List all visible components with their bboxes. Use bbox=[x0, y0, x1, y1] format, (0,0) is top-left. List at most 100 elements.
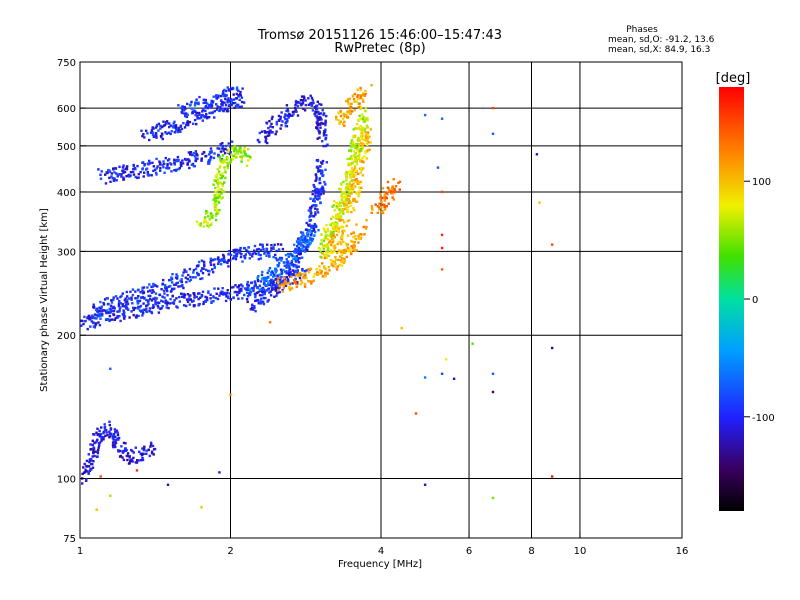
data-point bbox=[336, 242, 339, 246]
data-point bbox=[235, 88, 239, 91]
data-point bbox=[291, 114, 294, 117]
data-point bbox=[200, 157, 203, 160]
data-point bbox=[121, 312, 124, 316]
data-point bbox=[181, 111, 184, 115]
data-point bbox=[155, 171, 158, 174]
data-point bbox=[285, 266, 288, 269]
data-point bbox=[147, 163, 150, 166]
data-point bbox=[286, 118, 289, 121]
data-point bbox=[128, 461, 131, 465]
data-point bbox=[285, 104, 289, 107]
data-point bbox=[357, 106, 360, 109]
data-point bbox=[358, 151, 361, 155]
data-point bbox=[262, 248, 265, 251]
data-point bbox=[221, 161, 225, 165]
data-point bbox=[148, 289, 152, 292]
data-point bbox=[334, 265, 338, 268]
data-point bbox=[307, 209, 310, 212]
data-point bbox=[227, 97, 230, 100]
data-point bbox=[196, 271, 199, 275]
data-point bbox=[98, 435, 101, 438]
data-point bbox=[198, 223, 201, 226]
data-point bbox=[330, 261, 333, 265]
data-point bbox=[366, 137, 370, 140]
data-point bbox=[81, 472, 84, 476]
data-point bbox=[266, 134, 269, 137]
data-point bbox=[277, 288, 280, 292]
data-point bbox=[206, 224, 209, 227]
data-point bbox=[221, 147, 224, 150]
data-point bbox=[304, 99, 307, 102]
data-point bbox=[358, 138, 361, 141]
data-point bbox=[162, 120, 165, 123]
data-point bbox=[267, 126, 270, 130]
data-point bbox=[268, 255, 271, 258]
data-point bbox=[190, 107, 194, 110]
data-point bbox=[303, 285, 307, 288]
data-point bbox=[179, 161, 182, 164]
data-point bbox=[158, 160, 161, 163]
data-point bbox=[310, 226, 313, 229]
data-point bbox=[314, 211, 317, 214]
data-point bbox=[169, 290, 173, 293]
data-point bbox=[183, 109, 186, 112]
data-point bbox=[130, 448, 133, 452]
data-point bbox=[98, 444, 101, 447]
data-point bbox=[301, 102, 304, 106]
data-point bbox=[202, 225, 205, 228]
data-point bbox=[222, 109, 225, 113]
data-point bbox=[225, 94, 228, 97]
data-point bbox=[100, 426, 103, 429]
data-point bbox=[207, 215, 210, 218]
data-point bbox=[220, 192, 223, 195]
data-point bbox=[217, 256, 220, 259]
data-point bbox=[353, 100, 356, 103]
data-point bbox=[216, 178, 219, 182]
data-point bbox=[116, 431, 119, 434]
data-point bbox=[258, 288, 261, 291]
data-point bbox=[134, 315, 138, 319]
data-point bbox=[274, 278, 277, 281]
data-point bbox=[324, 236, 328, 240]
data-point bbox=[298, 274, 301, 277]
data-point bbox=[339, 188, 342, 191]
data-point bbox=[259, 243, 262, 246]
data-point bbox=[267, 298, 270, 302]
data-point bbox=[185, 115, 189, 119]
data-point bbox=[122, 450, 126, 453]
data-point bbox=[342, 180, 345, 184]
data-point bbox=[318, 122, 321, 125]
data-point bbox=[352, 198, 355, 201]
data-point bbox=[237, 103, 240, 107]
data-point bbox=[312, 227, 315, 231]
data-point bbox=[112, 296, 115, 299]
data-point bbox=[324, 119, 327, 122]
data-point bbox=[220, 99, 223, 102]
data-point bbox=[204, 109, 207, 113]
data-point bbox=[355, 223, 358, 226]
data-points bbox=[80, 84, 554, 511]
data-point bbox=[284, 124, 287, 128]
data-point bbox=[179, 130, 182, 133]
data-point bbox=[150, 299, 154, 302]
data-point bbox=[105, 311, 108, 315]
data-point bbox=[330, 232, 333, 235]
data-point bbox=[329, 239, 332, 242]
data-point bbox=[324, 123, 327, 127]
data-point bbox=[109, 311, 112, 314]
data-point bbox=[155, 167, 158, 170]
data-point bbox=[261, 290, 264, 294]
data-point bbox=[209, 212, 213, 215]
data-point bbox=[256, 276, 259, 279]
data-point bbox=[173, 287, 176, 290]
data-point bbox=[297, 246, 300, 250]
data-point bbox=[208, 111, 211, 115]
data-point bbox=[340, 264, 344, 267]
data-point bbox=[336, 226, 339, 229]
data-point bbox=[201, 271, 205, 275]
data-point bbox=[329, 249, 332, 252]
data-point bbox=[180, 280, 184, 284]
data-point bbox=[365, 225, 368, 229]
data-point bbox=[247, 148, 250, 151]
data-point bbox=[140, 310, 143, 313]
